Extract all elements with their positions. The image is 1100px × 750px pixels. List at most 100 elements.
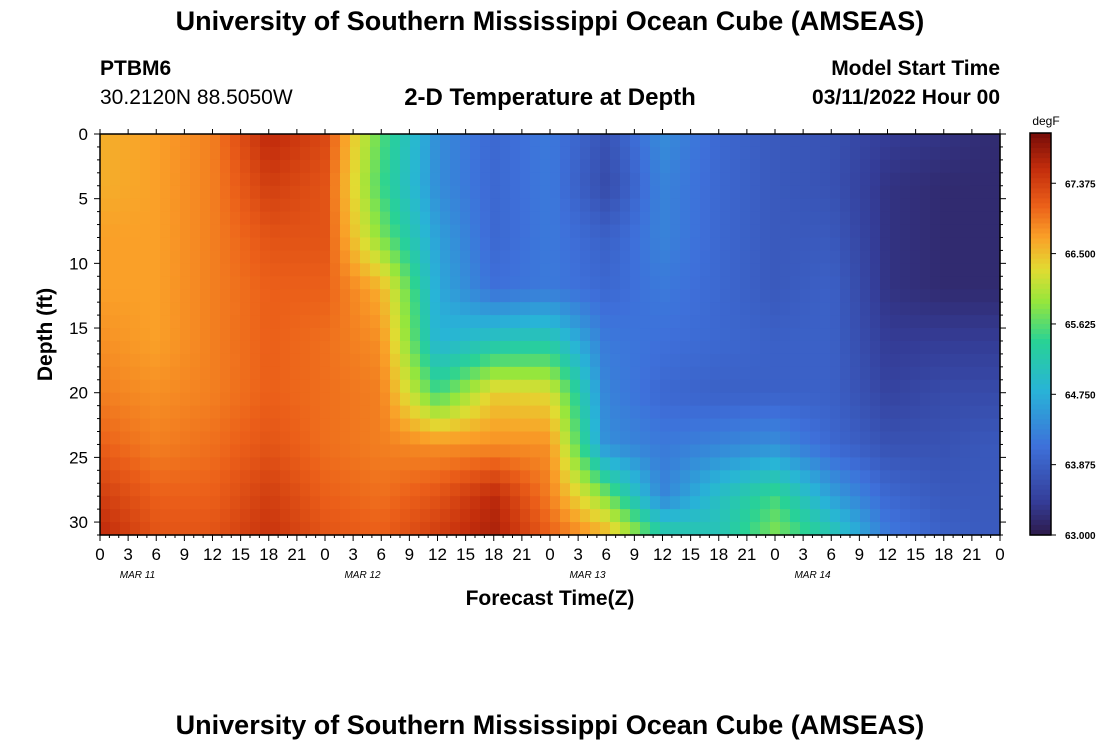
heatmap-cell xyxy=(860,496,871,510)
heatmap-cell xyxy=(130,224,141,239)
heatmap-cell xyxy=(670,328,681,342)
heatmap-cell xyxy=(140,134,151,148)
heatmap-cell xyxy=(700,134,711,148)
heatmap-cell xyxy=(740,172,751,187)
heatmap-cell xyxy=(830,457,841,471)
heatmap-cell xyxy=(480,431,491,446)
heatmap-cell xyxy=(280,250,291,264)
heatmap-cell xyxy=(580,198,591,213)
heatmap-cell xyxy=(960,263,971,277)
heatmap-cell xyxy=(220,250,231,264)
heatmap-cell xyxy=(590,263,601,277)
heatmap-cell xyxy=(950,237,961,252)
heatmap-cell xyxy=(620,522,631,536)
heatmap-cell xyxy=(550,366,561,381)
heatmap-cell xyxy=(140,379,151,394)
heatmap-cell xyxy=(950,302,961,316)
heatmap-cell xyxy=(400,198,411,213)
heatmap-cell xyxy=(430,444,441,458)
colorbar-segment xyxy=(1030,474,1051,481)
heatmap-cell xyxy=(670,211,681,226)
heatmap-cell xyxy=(630,302,641,316)
heatmap-cell xyxy=(800,224,811,239)
x-tick-label: 18 xyxy=(934,545,953,564)
heatmap-cell xyxy=(660,340,671,355)
heatmap-cell xyxy=(670,289,681,303)
x-tick-label: 9 xyxy=(180,545,189,564)
heatmap-cell xyxy=(560,522,571,536)
heatmap-cell xyxy=(380,185,391,200)
heatmap-cell xyxy=(840,496,851,510)
heatmap-cell xyxy=(510,496,521,510)
heatmap-cell xyxy=(970,289,981,303)
heatmap-cell xyxy=(200,289,211,303)
heatmap-cell xyxy=(660,522,671,536)
heatmap-cell xyxy=(550,483,561,497)
heatmap-cell xyxy=(940,470,951,484)
heatmap-cell xyxy=(920,470,931,484)
heatmap-cell xyxy=(390,134,401,148)
heatmap-cell xyxy=(410,198,421,213)
heatmap-cell xyxy=(710,470,721,484)
heatmap-cell xyxy=(220,134,231,148)
heatmap-cell xyxy=(700,315,711,329)
heatmap-cell xyxy=(330,366,341,381)
heatmap-cell xyxy=(560,315,571,329)
colorbar-segment xyxy=(1030,494,1051,501)
heatmap-cell xyxy=(500,263,511,277)
heatmap-cell xyxy=(500,250,511,264)
heatmap-cell xyxy=(290,289,301,303)
heatmap-cell xyxy=(700,263,711,277)
heatmap-cell xyxy=(170,418,181,433)
heatmap-cell xyxy=(950,315,961,329)
heatmap-cell xyxy=(510,315,521,329)
heatmap-cell xyxy=(840,289,851,303)
heatmap-cell xyxy=(810,134,821,148)
heatmap-cell xyxy=(910,418,921,433)
heatmap-cell xyxy=(320,496,331,510)
heatmap-cell xyxy=(290,470,301,484)
heatmap-cell xyxy=(690,263,701,277)
heatmap-cell xyxy=(640,366,651,381)
heatmap-cell xyxy=(280,276,291,290)
heatmap-cell xyxy=(660,470,671,484)
heatmap-cell xyxy=(470,379,481,394)
heatmap-cell xyxy=(960,509,971,523)
heatmap-cell xyxy=(160,134,171,148)
heatmap-cell xyxy=(630,470,641,484)
heatmap-cell xyxy=(340,392,351,407)
heatmap-cell xyxy=(130,134,141,148)
heatmap-cell xyxy=(130,263,141,277)
heatmap-cell xyxy=(220,522,231,536)
heatmap-cell xyxy=(550,496,561,510)
colorbar-segment xyxy=(1030,519,1051,526)
heatmap-cell xyxy=(850,431,861,446)
heatmap-cell xyxy=(710,289,721,303)
heatmap-cell xyxy=(860,470,871,484)
heatmap-cell xyxy=(570,302,581,316)
heatmap-cell xyxy=(780,198,791,213)
heatmap-cell xyxy=(850,237,861,252)
heatmap-cell xyxy=(940,444,951,458)
colorbar-tick-label: 63.875 xyxy=(1065,461,1096,472)
heatmap-cell xyxy=(170,211,181,226)
heatmap-cell xyxy=(720,366,731,381)
heatmap-cell xyxy=(100,470,111,484)
heatmap-cell xyxy=(770,211,781,226)
heatmap-cell xyxy=(370,198,381,213)
heatmap-cell xyxy=(300,496,311,510)
heatmap-cell xyxy=(820,172,831,187)
heatmap-cell xyxy=(510,289,521,303)
heatmap-cell xyxy=(930,379,941,394)
heatmap-cell xyxy=(470,198,481,213)
heatmap-cell xyxy=(690,522,701,536)
heatmap-cell xyxy=(610,340,621,355)
heatmap-cell xyxy=(860,444,871,458)
heatmap-cell xyxy=(440,315,451,329)
heatmap-cell xyxy=(140,522,151,536)
heatmap-cell xyxy=(420,211,431,226)
heatmap-cell xyxy=(360,457,371,471)
heatmap-cell xyxy=(300,418,311,433)
heatmap-cell xyxy=(540,483,551,497)
heatmap-cell xyxy=(170,302,181,316)
